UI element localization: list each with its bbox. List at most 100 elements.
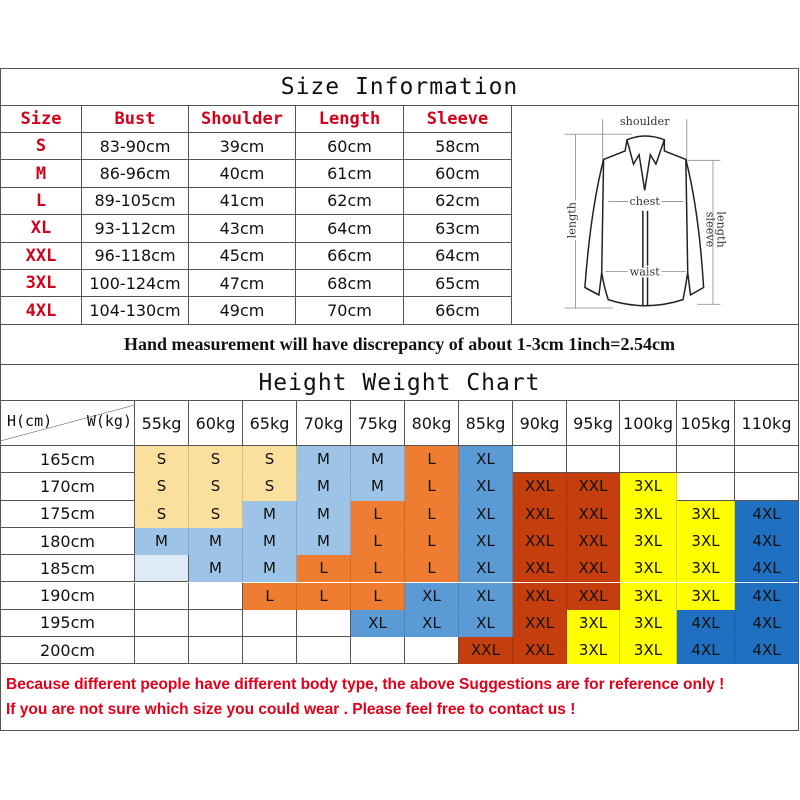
size-cell: 3XL bbox=[567, 609, 620, 638]
size-cell bbox=[189, 637, 243, 665]
size-cell: XXL bbox=[567, 555, 620, 583]
size-cell: XXL bbox=[513, 609, 567, 638]
shirt-icon: shoulder chest waist length sleeve lengt… bbox=[564, 114, 728, 309]
weight-header: 90kg bbox=[513, 401, 567, 446]
size-cell: M bbox=[351, 446, 405, 474]
size-cell: 3XL bbox=[620, 609, 677, 638]
height-label: 175cm bbox=[0, 500, 135, 528]
weight-header: 75kg bbox=[351, 401, 405, 446]
measurement-note: Hand measurement will have discrepancy o… bbox=[0, 325, 799, 365]
size-cell bbox=[135, 582, 189, 610]
size-cell: S bbox=[135, 446, 189, 474]
size-value: 62cm bbox=[404, 187, 512, 216]
size-value: 104-130cm bbox=[82, 297, 189, 325]
footer-line-1: Because different people have different … bbox=[6, 676, 725, 693]
weight-header: 70kg bbox=[297, 401, 351, 446]
size-cell: S bbox=[189, 446, 243, 474]
size-value: 70cm bbox=[296, 297, 404, 325]
size-value: 58cm bbox=[404, 133, 512, 161]
size-cell: 3XL bbox=[677, 527, 735, 556]
size-cell: S bbox=[135, 473, 189, 501]
size-cell bbox=[405, 637, 459, 665]
height-label: 170cm bbox=[0, 473, 135, 501]
size-cell: 3XL bbox=[567, 637, 620, 665]
height-axis-label: H(cm) bbox=[7, 412, 53, 430]
size-cell: M bbox=[297, 527, 351, 556]
weight-header: 65kg bbox=[243, 401, 297, 446]
size-cell bbox=[513, 446, 567, 474]
size-cell: 3XL bbox=[677, 555, 735, 583]
size-cell bbox=[735, 473, 799, 501]
size-cell: S bbox=[243, 473, 297, 501]
size-cell: L bbox=[297, 555, 351, 583]
diagram-label-shoulder: shoulder bbox=[620, 114, 670, 127]
size-cell: 3XL bbox=[677, 582, 735, 610]
size-value: 61cm bbox=[296, 160, 404, 188]
size-cell: 4XL bbox=[735, 637, 799, 665]
height-label: 190cm bbox=[0, 582, 135, 610]
shirt-diagram: shoulder chest waist length sleeve lengt… bbox=[512, 106, 799, 325]
size-cell: M bbox=[189, 555, 243, 583]
size-value: 65cm bbox=[404, 270, 512, 298]
size-cell: 3XL bbox=[620, 500, 677, 528]
corner-cell: H(cm) W(kg) bbox=[0, 401, 135, 446]
size-value: 100-124cm bbox=[82, 270, 189, 298]
size-value: 64cm bbox=[404, 242, 512, 270]
size-label: S bbox=[0, 133, 82, 161]
size-cell: 4XL bbox=[735, 500, 799, 528]
size-value: 41cm bbox=[189, 187, 296, 216]
size-cell: XL bbox=[459, 473, 513, 501]
size-cell: M bbox=[135, 527, 189, 556]
size-value: 64cm bbox=[296, 215, 404, 243]
size-value: 45cm bbox=[189, 242, 296, 270]
size-cell: 3XL bbox=[620, 582, 677, 610]
size-header: Sleeve bbox=[404, 106, 512, 133]
size-value: 49cm bbox=[189, 297, 296, 325]
size-cell: XL bbox=[459, 609, 513, 638]
size-value: 43cm bbox=[189, 215, 296, 243]
size-cell bbox=[135, 609, 189, 638]
size-value: 60cm bbox=[296, 133, 404, 161]
size-value: 93-112cm bbox=[82, 215, 189, 243]
height-label: 180cm bbox=[0, 527, 135, 556]
size-value: 39cm bbox=[189, 133, 296, 161]
size-cell: XXL bbox=[513, 473, 567, 501]
size-value: 40cm bbox=[189, 160, 296, 188]
size-header: Size bbox=[0, 106, 82, 133]
size-header: Bust bbox=[82, 106, 189, 133]
size-cell: M bbox=[351, 473, 405, 501]
weight-header: 110kg bbox=[735, 401, 799, 446]
size-cell: L bbox=[351, 500, 405, 528]
diagram-label-sleeve-length: length bbox=[715, 211, 728, 247]
size-cell: XXL bbox=[513, 500, 567, 528]
size-cell: L bbox=[405, 446, 459, 474]
size-value: 62cm bbox=[296, 187, 404, 216]
weight-header: 95kg bbox=[567, 401, 620, 446]
size-cell: M bbox=[243, 527, 297, 556]
size-info-title: Size Information bbox=[0, 68, 799, 106]
size-cell: XXL bbox=[567, 473, 620, 501]
diagram-label-waist: waist bbox=[630, 265, 661, 278]
size-cell: XXL bbox=[459, 637, 513, 665]
size-cell: 4XL bbox=[677, 637, 735, 665]
size-cell: XL bbox=[459, 555, 513, 583]
size-cell: XXL bbox=[513, 555, 567, 583]
size-cell: XL bbox=[405, 582, 459, 610]
weight-header: 85kg bbox=[459, 401, 513, 446]
weight-header: 80kg bbox=[405, 401, 459, 446]
size-label: 3XL bbox=[0, 270, 82, 298]
size-cell: 4XL bbox=[677, 609, 735, 638]
size-value: 86-96cm bbox=[82, 160, 189, 188]
size-cell: XXL bbox=[513, 527, 567, 556]
size-cell: XXL bbox=[513, 582, 567, 610]
size-cell: M bbox=[297, 446, 351, 474]
size-cell bbox=[351, 637, 405, 665]
size-cell: L bbox=[405, 473, 459, 501]
size-cell: XL bbox=[459, 500, 513, 528]
size-cell: L bbox=[297, 582, 351, 610]
size-cell bbox=[135, 555, 189, 583]
size-cell: XXL bbox=[567, 582, 620, 610]
size-cell: S bbox=[243, 446, 297, 474]
size-cell bbox=[297, 637, 351, 665]
size-header: Length bbox=[296, 106, 404, 133]
